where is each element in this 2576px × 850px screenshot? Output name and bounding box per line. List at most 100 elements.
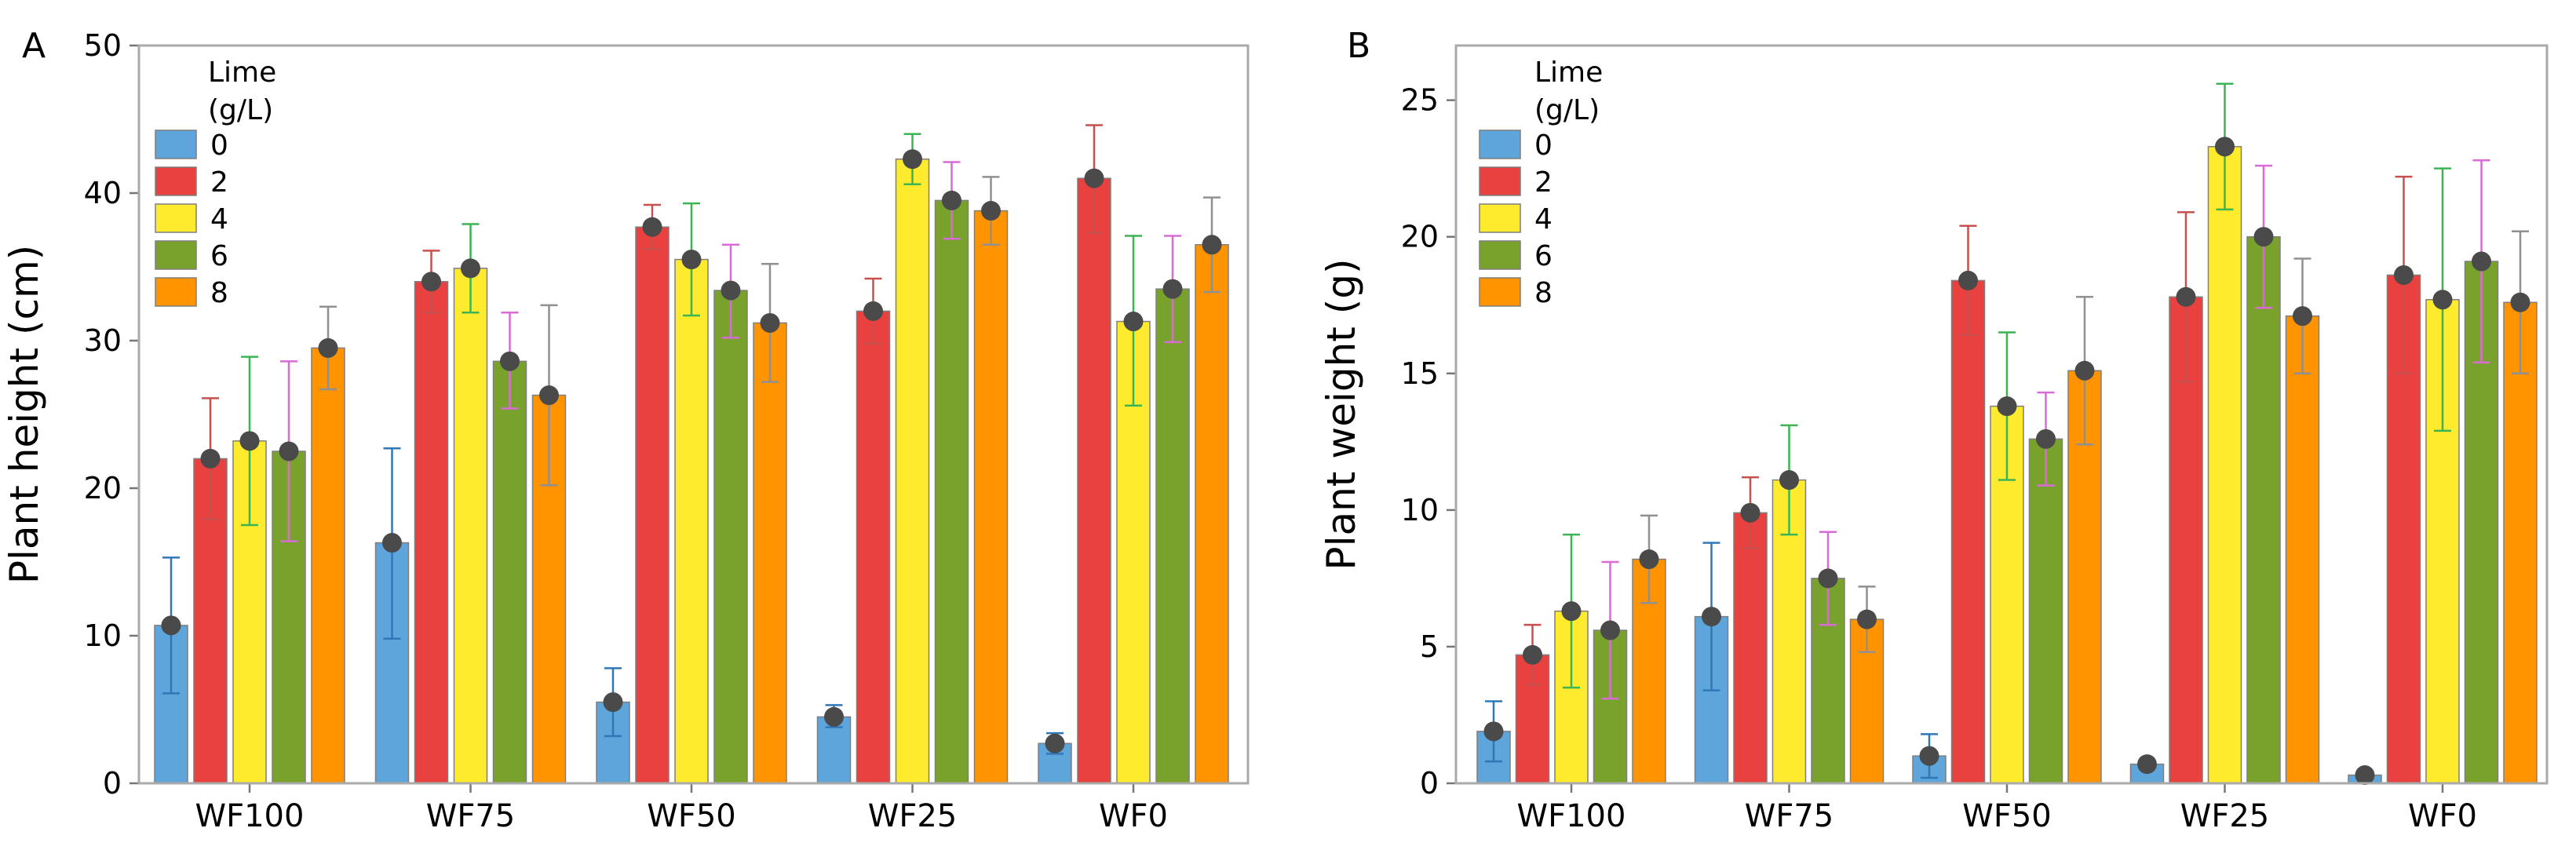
mean-marker-WF50-lime-6	[2036, 429, 2056, 449]
legend-label-lime-6: 6	[210, 240, 228, 272]
panel-a-ticks: 0 10 20 30 40 50	[84, 28, 139, 801]
bar-WF50-lime-6	[713, 290, 748, 784]
mean-marker-WF75-lime-6	[1818, 568, 1838, 589]
y-tick-label: 5	[1420, 629, 1439, 664]
y-tick-label: 40	[84, 176, 122, 210]
bar-WF75-lime-4	[453, 268, 488, 784]
mean-marker-WF100-lime-2	[200, 448, 221, 469]
panel-b-x-tick-labels: WF100 WF75 WF50 WF25 WF0	[1517, 783, 2477, 834]
mean-marker-WF25-lime-6	[2253, 227, 2274, 247]
mean-marker-WF50-lime-2	[642, 217, 662, 237]
bar-WF75-lime-6	[492, 360, 527, 784]
legend-swatch-lime-2	[155, 166, 197, 196]
mean-marker-WF100-lime-6	[279, 441, 299, 461]
legend-swatch-lime-8	[1479, 277, 1521, 307]
mean-marker-WF25-lime-0	[824, 706, 844, 727]
legend-swatch-lime-6	[1479, 240, 1521, 270]
legend-swatch-lime-4	[155, 203, 197, 233]
bar-WF100-lime-8	[311, 347, 345, 784]
panel-b-legend-title-line2: (g/L)	[1534, 94, 1600, 126]
x-tick-label-WF0: WF0	[2408, 798, 2477, 834]
mean-marker-WF50-lime-4	[681, 250, 702, 270]
y-tick-label: 10	[1401, 493, 1439, 527]
y-tick-label: 20	[84, 471, 122, 505]
mean-marker-WF0-lime-8	[1202, 235, 1222, 255]
y-tick-label: 0	[103, 766, 122, 801]
bar-WF50-lime-2	[1950, 279, 1986, 784]
y-tick-label: 30	[84, 323, 122, 358]
mean-marker-WF75-lime-8	[1857, 609, 1877, 629]
x-tick-label-WF75: WF75	[1745, 798, 1833, 834]
mean-marker-WF0-lime-6	[2472, 251, 2491, 272]
y-tick-label: 50	[84, 28, 122, 63]
x-tick-label-WF100: WF100	[1517, 798, 1626, 834]
bar-WF75-lime-2	[1733, 512, 1768, 784]
mean-marker-WF75-lime-4	[461, 258, 480, 279]
x-tick-label-WF75: WF75	[426, 798, 515, 834]
mean-marker-WF25-lime-4	[2215, 137, 2235, 157]
legend-label-lime-8: 8	[210, 277, 228, 309]
panel-a-legend-title-line2: (g/L)	[208, 94, 273, 126]
legend-swatch-lime-0	[155, 130, 197, 159]
mean-marker-WF25-lime-8	[981, 201, 1001, 221]
mean-marker-WF0-lime-4	[2432, 290, 2453, 310]
mean-marker-WF100-lime-4	[1561, 601, 1582, 622]
bar-WF25-lime-8	[2285, 315, 2320, 784]
bar-WF25-lime-6	[2246, 235, 2281, 784]
mean-marker-WF75-lime-2	[1740, 502, 1761, 523]
legend-label-lime-6: 6	[1534, 240, 1553, 272]
panel-b-y-axis-label: Plant weight (g)	[1319, 258, 1364, 570]
mean-marker-WF50-lime-2	[1958, 270, 1978, 290]
mean-marker-WF0-lime-4	[1123, 312, 1144, 332]
bar-WF75-lime-2	[414, 281, 449, 784]
mean-marker-WF0-lime-8	[2510, 292, 2530, 312]
mean-marker-WF75-lime-2	[421, 272, 441, 292]
x-tick-label-WF25: WF25	[868, 798, 957, 834]
bar-WF0-lime-6	[1155, 288, 1190, 784]
x-tick-label-WF50: WF50	[647, 798, 735, 834]
panel-a-legend: Lime (g/L) 0 2 4 6 8	[155, 57, 276, 309]
bar-WF50-lime-8	[753, 322, 787, 784]
mean-marker-WF50-lime-6	[721, 280, 741, 301]
legend-label-lime-2: 2	[1534, 166, 1553, 199]
mean-marker-WF25-lime-6	[942, 190, 961, 210]
bar-WF0-lime-8	[1195, 244, 1229, 784]
mean-marker-WF25-lime-2	[863, 301, 883, 321]
mean-marker-WF50-lime-4	[1997, 396, 2017, 417]
legend-swatch-lime-0	[1479, 130, 1521, 159]
bar-WF0-lime-2	[1077, 177, 1111, 784]
bar-WF50-lime-2	[635, 226, 670, 784]
bar-WF25-lime-4	[2207, 146, 2242, 784]
mean-marker-WF75-lime-4	[1779, 470, 1799, 491]
y-tick-label: 0	[1420, 766, 1439, 801]
panel-a-frame	[137, 44, 1250, 785]
legend-label-lime-4: 4	[1534, 203, 1553, 235]
bar-WF25-lime-8	[973, 210, 1009, 784]
mean-marker-WF100-lime-0	[1483, 721, 1504, 742]
mean-marker-WF75-lime-6	[500, 351, 520, 371]
legend-label-lime-2: 2	[210, 166, 228, 199]
bar-WF0-lime-6	[2464, 261, 2499, 784]
legend-swatch-lime-4	[1479, 203, 1521, 233]
mean-marker-WF100-lime-0	[161, 615, 181, 636]
x-tick-label-WF50: WF50	[1962, 798, 2051, 834]
y-tick-label: 25	[1401, 83, 1439, 118]
bar-WF0-lime-8	[2503, 301, 2538, 784]
bar-WF25-lime-4	[895, 159, 930, 784]
legend-swatch-lime-8	[155, 277, 197, 307]
mean-marker-WF25-lime-0	[2137, 754, 2157, 775]
panel-b-frame	[1454, 44, 2549, 785]
legend-label-lime-8: 8	[1534, 277, 1553, 309]
mean-marker-WF50-lime-0	[603, 692, 623, 713]
mean-marker-WF50-lime-8	[2074, 360, 2095, 381]
mean-marker-WF50-lime-8	[760, 312, 780, 333]
legend-label-lime-4: 4	[210, 203, 228, 235]
mean-marker-WF100-lime-2	[1523, 644, 1542, 665]
y-tick-label: 20	[1401, 220, 1439, 254]
mean-marker-WF0-lime-2	[1084, 168, 1104, 188]
mean-marker-WF100-lime-4	[239, 431, 260, 451]
mean-marker-WF0-lime-2	[2394, 264, 2414, 285]
mean-marker-WF100-lime-8	[318, 337, 338, 358]
